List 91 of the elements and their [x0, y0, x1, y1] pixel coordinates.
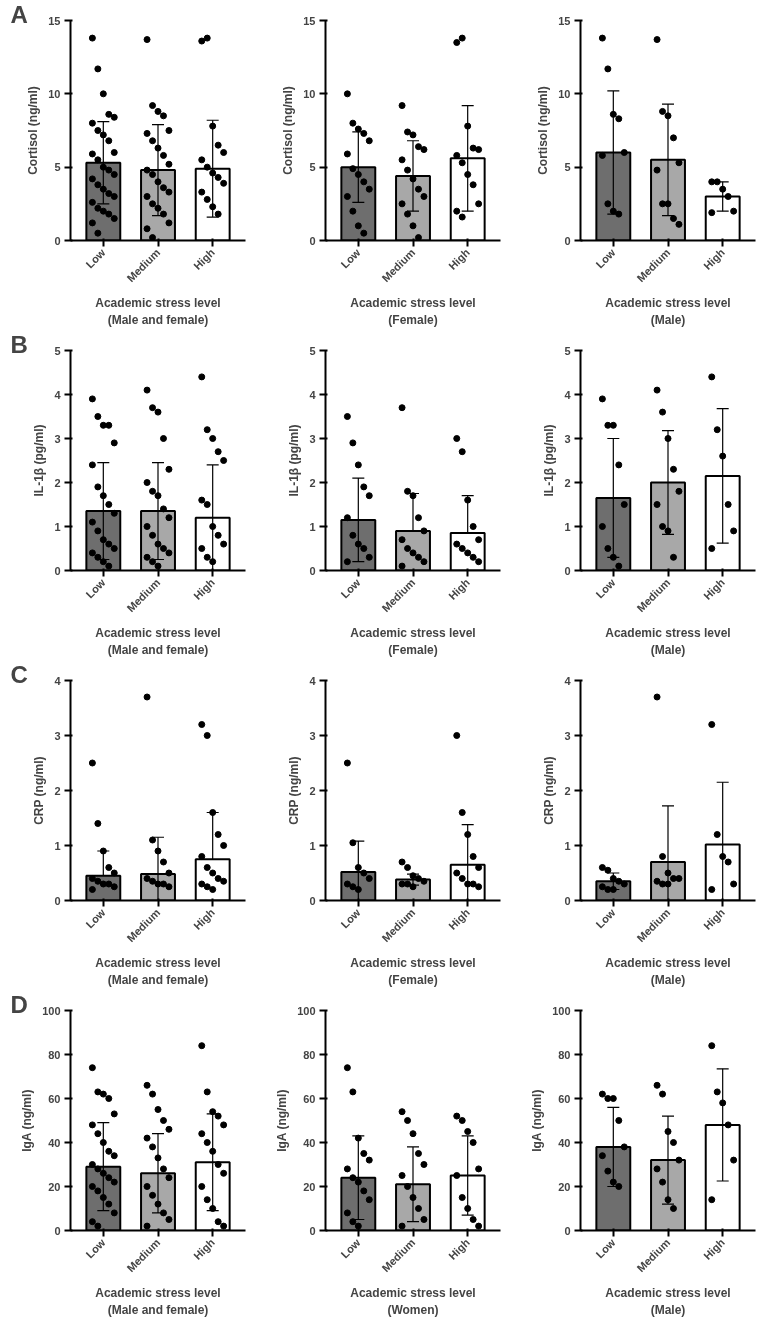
y-axis-title: Cortisol (ng/ml): [536, 86, 551, 175]
y-tick-label: 1: [309, 839, 316, 852]
y-tick-label: 4: [54, 674, 62, 687]
y-tick-label: 2: [54, 476, 61, 489]
y-tick-label: 1: [564, 839, 571, 852]
text: B: [10, 330, 28, 358]
y-tick-label: 10: [558, 87, 571, 100]
y-tick-label: 4: [309, 674, 317, 687]
y-axis-title: IL-1β (pg/ml): [287, 424, 302, 497]
y-tick-label: 0: [54, 894, 61, 907]
x-axis-title: Academic stress level (Male and female): [95, 296, 221, 328]
y-tick-label: 5: [564, 344, 571, 357]
y-tick-label: 0: [54, 564, 61, 577]
text: A: [10, 0, 28, 28]
y-tick-label: 0: [564, 894, 571, 907]
y-tick-label: 100: [297, 1004, 316, 1017]
y-axis-title: IL-1β (pg/ml): [32, 424, 47, 497]
y-tick-label: 5: [54, 161, 61, 174]
x-axis-title: Academic stress level (Male): [605, 956, 731, 988]
y-tick-label: 4: [564, 674, 572, 687]
y-tick-label: 20: [48, 1180, 61, 1193]
y-tick-label: 15: [303, 14, 316, 27]
y-tick-label: 0: [309, 894, 316, 907]
x-axis-title: Academic stress level (Male and female): [95, 956, 221, 988]
y-tick-label: 60: [48, 1092, 61, 1105]
y-tick-label: 15: [48, 14, 61, 27]
x-axis-title: Academic stress level (Male and female): [95, 1286, 221, 1318]
y-tick-label: 10: [303, 87, 316, 100]
y-axis-title: CRP (ng/ml): [32, 756, 47, 825]
y-tick-label: 3: [54, 729, 61, 742]
y-tick-label: 1: [54, 839, 61, 852]
text: D: [10, 990, 28, 1018]
y-tick-label: 4: [54, 388, 62, 401]
y-axis-title: Cortisol (ng/ml): [26, 86, 41, 175]
y-tick-label: 5: [564, 161, 571, 174]
y-tick-label: 3: [309, 432, 316, 445]
y-axis-title: IgA (ng/ml): [275, 1089, 290, 1152]
y-tick-label: 100: [42, 1004, 61, 1017]
y-tick-label: 3: [309, 729, 316, 742]
y-tick-label: 80: [303, 1048, 316, 1061]
x-axis-title: Academic stress level (Women): [350, 1286, 476, 1318]
y-tick-label: 40: [303, 1136, 316, 1149]
y-axis-title: IL-1β (pg/ml): [542, 424, 557, 497]
y-tick-label: 20: [558, 1180, 571, 1193]
x-axis-title: Academic stress level (Male and female): [95, 626, 221, 658]
x-axis-title: Academic stress level (Female): [350, 626, 476, 658]
y-tick-label: 3: [54, 432, 61, 445]
y-tick-label: 0: [309, 1224, 316, 1237]
y-tick-label: 80: [48, 1048, 61, 1061]
x-axis-title: Academic stress level (Female): [350, 296, 476, 328]
y-tick-label: 5: [309, 161, 316, 174]
y-tick-label: 15: [558, 14, 571, 27]
y-tick-label: 5: [309, 344, 316, 357]
y-tick-label: 3: [564, 432, 571, 445]
y-axis-title: Cortisol (ng/ml): [281, 86, 296, 175]
y-tick-label: 0: [564, 1224, 571, 1237]
y-tick-label: 0: [54, 1224, 61, 1237]
y-tick-label: 0: [564, 234, 571, 247]
y-axis-title: CRP (ng/ml): [287, 756, 302, 825]
y-tick-label: 40: [558, 1136, 571, 1149]
y-tick-label: 80: [558, 1048, 571, 1061]
y-tick-label: 2: [54, 784, 61, 797]
x-axis-title: Academic stress level (Male): [605, 296, 731, 328]
y-tick-label: 1: [54, 520, 61, 533]
y-tick-label: 0: [564, 564, 571, 577]
x-axis-title: Academic stress level (Male): [605, 626, 731, 658]
y-tick-label: 3: [564, 729, 571, 742]
y-tick-label: 2: [309, 476, 316, 489]
y-tick-label: 4: [309, 388, 317, 401]
x-axis-title: Academic stress level (Male): [605, 1286, 731, 1318]
y-tick-label: 20: [303, 1180, 316, 1193]
y-axis-title: IgA (ng/ml): [530, 1089, 545, 1152]
y-tick-label: 100: [552, 1004, 571, 1017]
x-axis-title: Academic stress level (Female): [350, 956, 476, 988]
y-tick-label: 2: [564, 784, 571, 797]
y-tick-label: 0: [54, 234, 61, 247]
y-tick-label: 5: [54, 344, 61, 357]
y-tick-label: 2: [309, 784, 316, 797]
y-tick-label: 4: [564, 388, 572, 401]
y-tick-label: 2: [564, 476, 571, 489]
y-tick-label: 60: [558, 1092, 571, 1105]
y-tick-label: 1: [309, 520, 316, 533]
y-tick-label: 60: [303, 1092, 316, 1105]
y-axis-title: CRP (ng/ml): [542, 756, 557, 825]
y-tick-label: 40: [48, 1136, 61, 1149]
y-axis-title: IgA (ng/ml): [20, 1089, 35, 1152]
y-tick-label: 1: [564, 520, 571, 533]
y-tick-label: 0: [309, 234, 316, 247]
y-tick-label: 0: [309, 564, 316, 577]
text: C: [10, 660, 28, 688]
y-tick-label: 10: [48, 87, 61, 100]
